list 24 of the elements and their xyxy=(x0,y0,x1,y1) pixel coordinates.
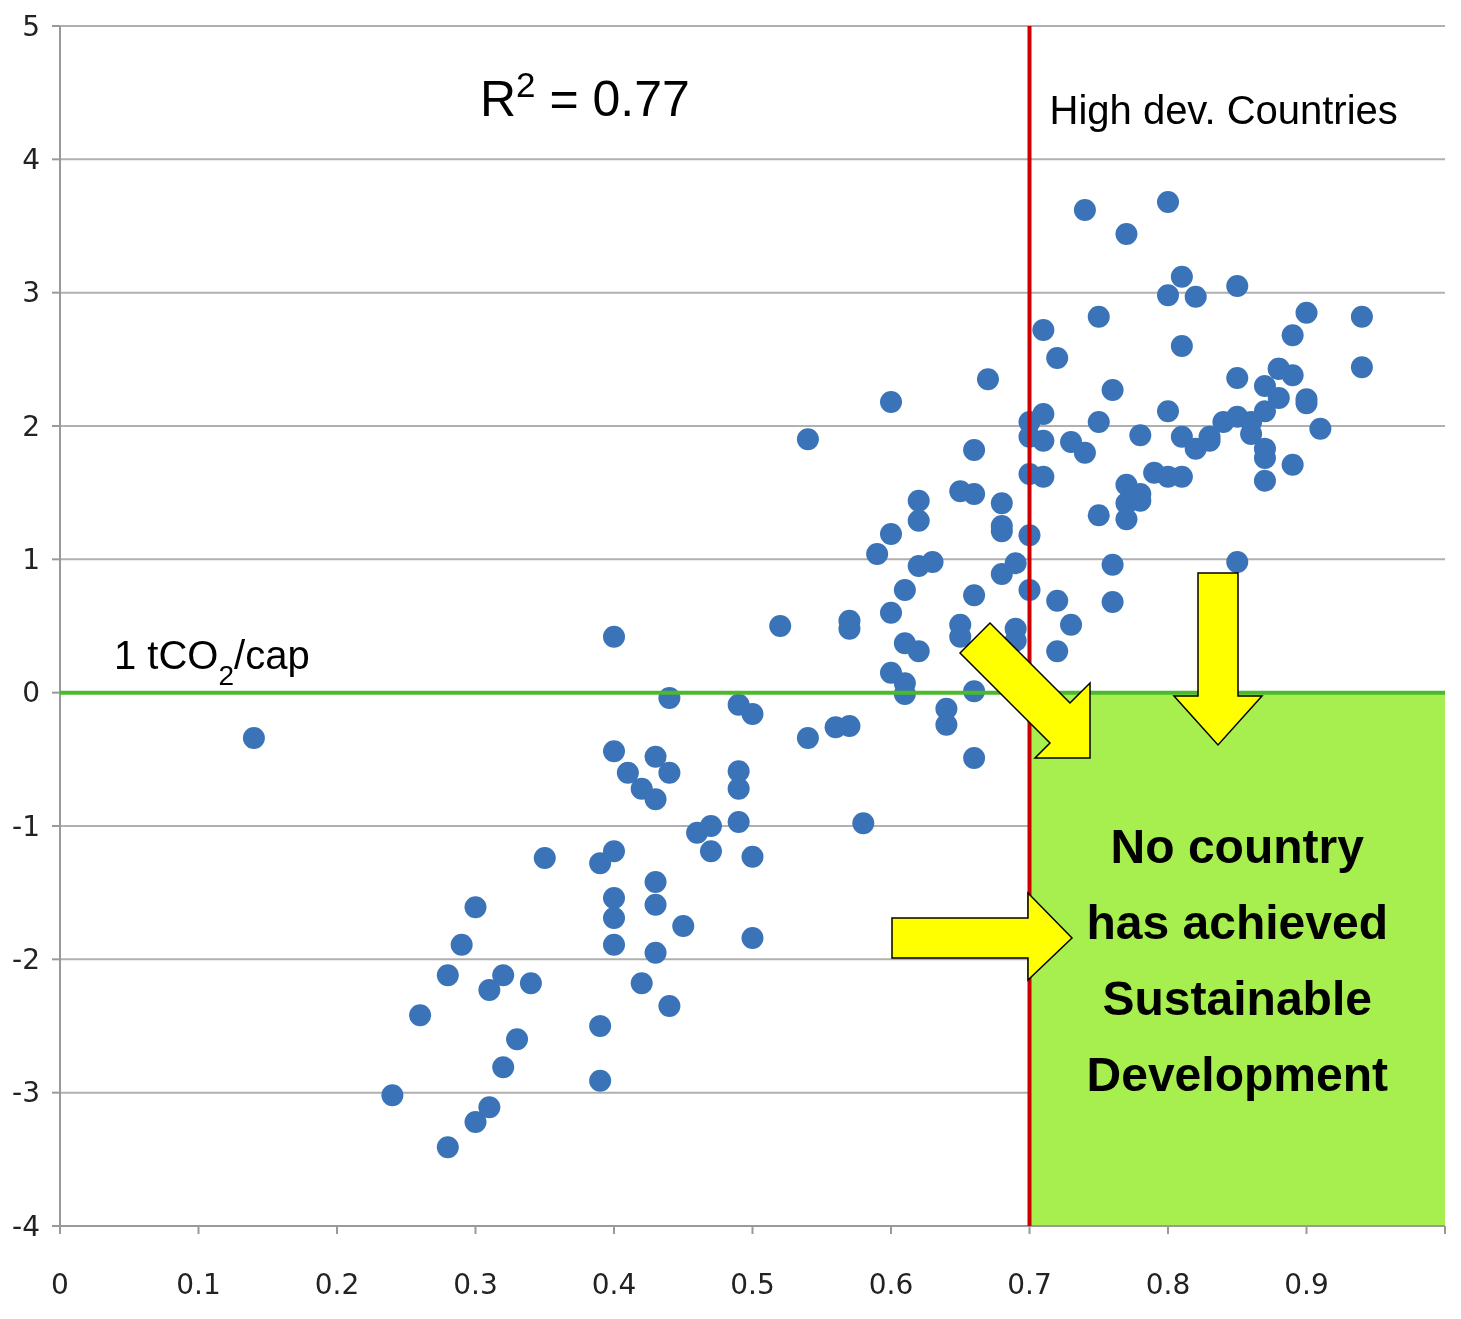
y-tick-label: 5 xyxy=(22,9,40,43)
x-tick-label: 0.3 xyxy=(453,1268,498,1301)
y-tick-label: 1 xyxy=(22,543,40,577)
x-tick-label: 0.1 xyxy=(176,1268,221,1301)
y-tick-label: -1 xyxy=(12,809,40,843)
y-tick-label: -2 xyxy=(12,943,40,977)
y-tick-label: 3 xyxy=(22,276,40,310)
x-tick-label: 0 xyxy=(51,1268,69,1301)
x-tick-label: 0.5 xyxy=(730,1268,775,1301)
x-tick-label: 0.8 xyxy=(1145,1268,1191,1301)
y-tick-label: -4 xyxy=(12,1209,40,1243)
x-tick-label: 0.2 xyxy=(314,1268,360,1301)
y-tick-label: 2 xyxy=(22,409,40,443)
ref-line-label: 1 tCO$_{2}$/cap xyxy=(114,632,310,691)
y-tick-label: -3 xyxy=(12,1076,40,1110)
ref-line-label: High dev. Countries xyxy=(1049,88,1398,132)
x-tick-label: 0.7 xyxy=(1007,1268,1052,1301)
y-tick-label: 4 xyxy=(22,143,40,177)
x-tick-label: 0.9 xyxy=(1284,1268,1329,1301)
x-tick-label: 0.6 xyxy=(868,1268,914,1301)
annotation: R$^{2}$ = 0.77 xyxy=(480,64,690,127)
band-label: No country has achieved Sustainable Development xyxy=(1086,820,1388,1102)
y-tick-label: 0 xyxy=(22,676,40,710)
x-tick-label: 0.4 xyxy=(591,1268,637,1301)
